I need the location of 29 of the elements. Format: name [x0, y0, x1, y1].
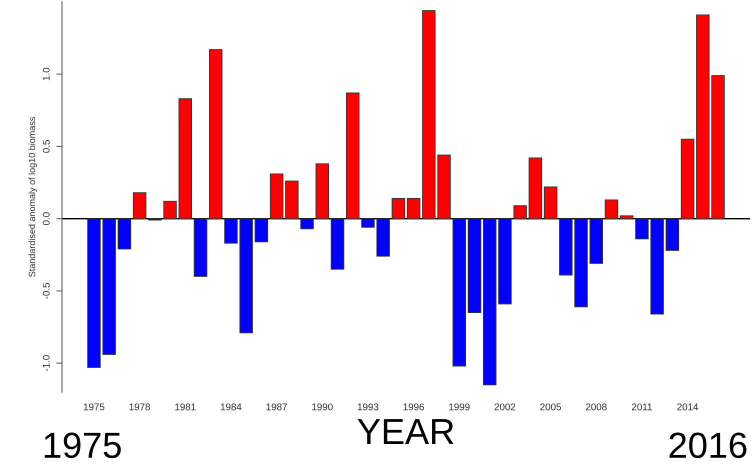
x-tick-label: 2014 [677, 403, 698, 410]
x-tick-label: 1990 [312, 403, 333, 410]
x-tick-label: 1999 [449, 403, 470, 410]
bar [330, 218, 344, 270]
y-tick-label: 1.0 [42, 68, 50, 80]
x-tick-label: 1996 [404, 403, 424, 410]
x-tick-label: 2008 [586, 403, 607, 410]
x-tick-label: 2005 [540, 403, 562, 410]
x-tick-label: 1981 [175, 403, 196, 410]
x-tick-label: 1987 [266, 403, 287, 410]
x-tick-label: 1978 [130, 403, 150, 410]
y-axis-title: Standardised anomaly of log10 biomass [28, 117, 37, 277]
text: 1975 [44, 432, 121, 458]
y-tick-label: -1.0 [42, 355, 50, 372]
x-tick-label: 2002 [494, 403, 516, 410]
y-tick-label: -0.5 [42, 282, 50, 299]
bar [711, 75, 725, 220]
bar [468, 218, 482, 314]
bar [194, 218, 208, 277]
x-tick-label: 2011 [632, 403, 652, 410]
bar [604, 199, 618, 220]
x-tick-label: 1984 [220, 403, 242, 410]
y-tick-label: 0.5 [42, 140, 50, 153]
x-tick-label: 1993 [358, 403, 378, 410]
x-axis-title: YEAR [358, 419, 454, 444]
y-tick-label: 0.0 [42, 212, 50, 226]
bar [87, 218, 101, 368]
text: 2016 [669, 432, 746, 458]
x-tick-label: 1975 [84, 403, 104, 410]
